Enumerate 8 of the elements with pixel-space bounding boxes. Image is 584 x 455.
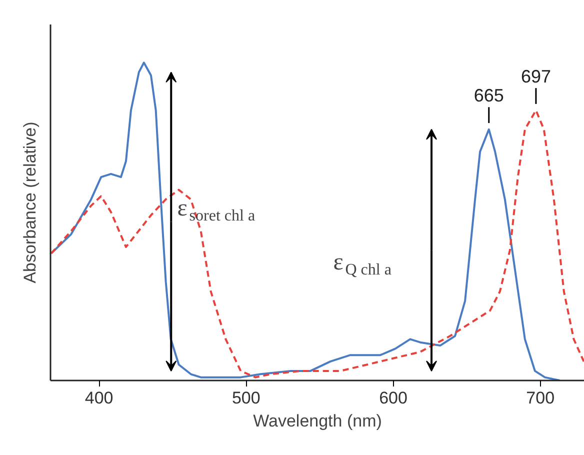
x-axis-title: Wavelength (nm) [253,412,382,430]
x-tick-label: 400 [84,388,114,408]
x-tick-label: 500 [232,388,260,408]
annotation: 697 [520,66,551,86]
x-tick-label: 600 [379,388,408,408]
x-tick-label: 700 [526,388,555,408]
y-axis-title: Absorbance (relative) [20,122,40,284]
annotation: 665 [474,85,504,106]
